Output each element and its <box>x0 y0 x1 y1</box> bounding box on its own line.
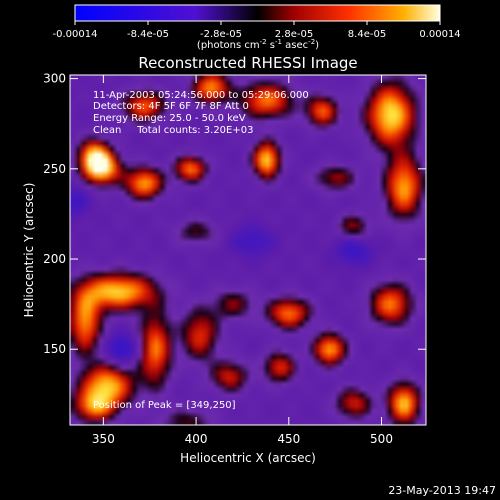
date-stamp: 23-May-2013 19:47 <box>388 484 496 497</box>
y-tick-label: 250 <box>43 162 66 176</box>
colorbar-ticks: -0.00014 -8.4e-05 -2.8e-05 2.8e-05 8.4e-05 0.… <box>53 21 461 40</box>
y-tick-label: 200 <box>43 252 66 266</box>
colorbar-tick-label: -8.4e-05 <box>127 29 169 40</box>
x-tick-label: 500 <box>370 432 393 446</box>
x-axis-ticks: 350 400 450 500 <box>92 75 393 446</box>
colorbar: -0.00014 -8.4e-05 -2.8e-05 2.8e-05 8.4e-05 0.… <box>53 4 461 51</box>
annotation-clean-counts: Clean Total counts: 3.20E+03 <box>93 125 253 136</box>
colorbar-tick-label: -0.00014 <box>53 29 98 40</box>
x-tick-label: 450 <box>277 432 300 446</box>
colorbar-tick-label: 8.4e-05 <box>348 29 386 40</box>
colorbar-tick-label: -2.8e-05 <box>200 29 242 40</box>
y-axis-label: Heliocentric Y (arcsec) <box>22 183 36 318</box>
chart-title: Reconstructed RHESSI Image <box>138 54 357 72</box>
annotation-block: 11-Apr-2003 05:24:56.000 to 05:29:06.000… <box>93 90 309 136</box>
x-tick-label: 350 <box>92 432 115 446</box>
y-tick-label: 150 <box>43 342 66 356</box>
colorbar-tick-label: 0.00014 <box>419 29 460 40</box>
y-axis-ticks: 150 200 250 300 <box>43 72 426 356</box>
annotation-energy-range: Energy Range: 25.0 - 50.0 keV <box>93 113 246 124</box>
colorbar-tick-label: 2.8e-05 <box>275 29 313 40</box>
x-tick-label: 400 <box>185 432 208 446</box>
colorbar-gradient <box>74 4 441 22</box>
colorbar-unit-label: (photons cm-2 s-1 asec-2) <box>197 38 319 51</box>
annotation-detectors: Detectors: 4F 5F 6F 7F 8F Att 0 <box>93 101 249 112</box>
plot-frame <box>69 74 427 426</box>
heatmap-image <box>70 75 426 425</box>
peak-position-label: Position of Peak = [349,250] <box>93 400 236 411</box>
annotation-time-range: 11-Apr-2003 05:24:56.000 to 05:29:06.000 <box>93 90 309 101</box>
y-tick-label: 300 <box>43 72 66 86</box>
x-axis-label: Heliocentric X (arcsec) <box>180 451 316 465</box>
